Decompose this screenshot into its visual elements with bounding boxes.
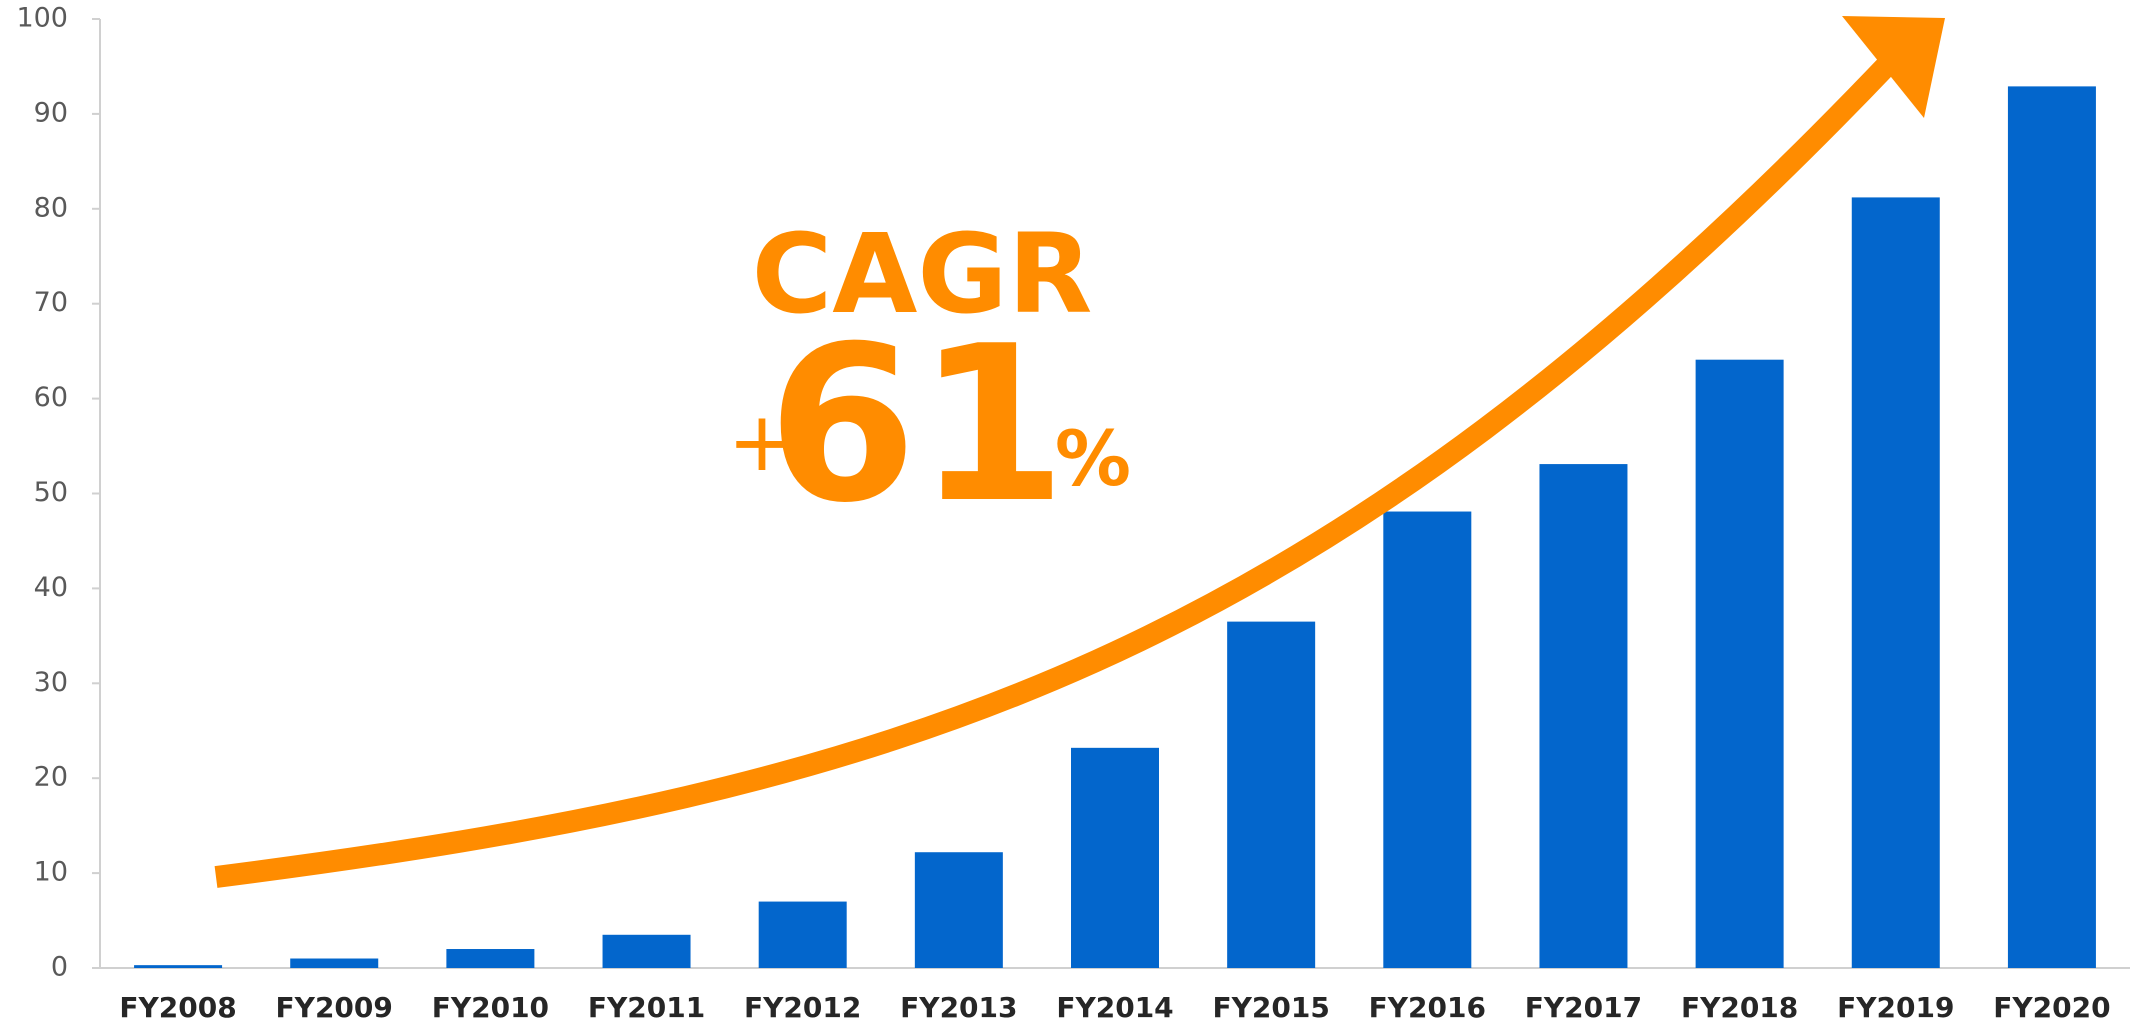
y-tick-label: 60 <box>34 382 68 413</box>
bars <box>134 86 2096 969</box>
bar <box>134 965 223 968</box>
y-tick-label: 30 <box>34 667 68 698</box>
y-tick-label: 0 <box>51 952 68 983</box>
x-tick-label: FY2017 <box>1525 991 1642 1024</box>
y-tick-label: 80 <box>34 192 68 223</box>
bar <box>914 852 1003 968</box>
y-tick-label: 70 <box>34 287 68 318</box>
annotation-suffix: % <box>1055 414 1131 503</box>
y-tick-label: 10 <box>34 857 68 888</box>
annotation-title: CAGR <box>752 210 1093 338</box>
annotation-prefix: + <box>728 395 797 490</box>
trend-arrow <box>214 54 1898 888</box>
y-tick-label: 90 <box>34 97 68 128</box>
x-tick-label: FY2008 <box>119 991 236 1024</box>
y-tick-label: 50 <box>34 477 68 508</box>
x-tick-label: FY2020 <box>1993 991 2110 1024</box>
bar <box>1071 747 1159 968</box>
bar <box>1695 359 1784 968</box>
y-tick-label: 40 <box>34 572 68 603</box>
y-tick-label: 20 <box>34 762 68 793</box>
bar <box>1227 621 1316 968</box>
bar <box>1851 197 1940 969</box>
bar <box>2007 86 2096 968</box>
x-tick-label: FY2015 <box>1212 991 1329 1024</box>
bar <box>1539 464 1628 968</box>
y-tick-label: 100 <box>16 3 68 34</box>
bar <box>758 901 847 968</box>
annotation-value: 61 <box>767 299 1066 550</box>
x-tick-label: FY2019 <box>1837 991 1954 1024</box>
x-tick-label: FY2018 <box>1681 991 1798 1024</box>
bar <box>446 949 535 968</box>
x-tick-label: FY2014 <box>1056 991 1173 1024</box>
x-tick-label: FY2016 <box>1369 991 1486 1024</box>
x-tick-label: FY2012 <box>744 991 861 1024</box>
arrow-head <box>1842 16 1945 118</box>
bar <box>1383 511 1472 968</box>
bar <box>602 934 691 968</box>
x-tick-label: FY2010 <box>432 991 549 1024</box>
x-tick-label: FY2009 <box>276 991 393 1024</box>
x-tick-label: FY2013 <box>900 991 1017 1024</box>
bar <box>290 958 379 968</box>
x-tick-label: FY2011 <box>588 991 705 1024</box>
